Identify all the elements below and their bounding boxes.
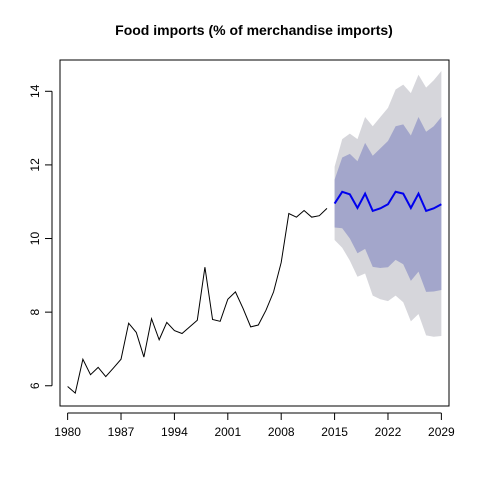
history-line <box>67 207 328 395</box>
x-tick-label: 1994 <box>161 425 188 439</box>
forecast-mean-line <box>333 190 442 213</box>
x-tick-label: 2008 <box>268 425 295 439</box>
series-lines <box>67 190 442 395</box>
x-tick-label: 1987 <box>108 425 135 439</box>
plot-frame <box>59 59 450 407</box>
y-tick-label: 8 <box>28 308 42 315</box>
y-tick-label: 12 <box>28 158 42 172</box>
x-axis: 1980 1987 1994 2001 2008 2015 2022 2029 <box>54 412 455 439</box>
x-tick-label: 2029 <box>428 425 455 439</box>
chart-title: Food imports (% of merchandise imports) <box>115 22 393 38</box>
y-tick-label: 6 <box>28 382 42 389</box>
x-tick-label: 2015 <box>321 425 348 439</box>
x-tick-label: 2022 <box>375 425 402 439</box>
y-tick-label: 10 <box>28 232 42 246</box>
x-tick-label: 2001 <box>214 425 241 439</box>
x-tick-label: 1980 <box>54 425 81 439</box>
y-axis: 6 8 10 12 14 <box>28 84 53 389</box>
y-tick-label: 14 <box>28 84 42 98</box>
